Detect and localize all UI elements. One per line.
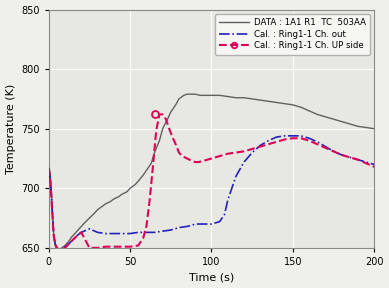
- X-axis label: Time (s): Time (s): [189, 272, 234, 283]
- Legend: DATA : 1A1 R1  TC  503AA, Cal. : Ring1-1 Ch. out, Cal. : Ring1-1 Ch. UP side: DATA : 1A1 R1 TC 503AA, Cal. : Ring1-1 C…: [215, 14, 370, 55]
- Y-axis label: Temperature (K): Temperature (K): [5, 84, 16, 174]
